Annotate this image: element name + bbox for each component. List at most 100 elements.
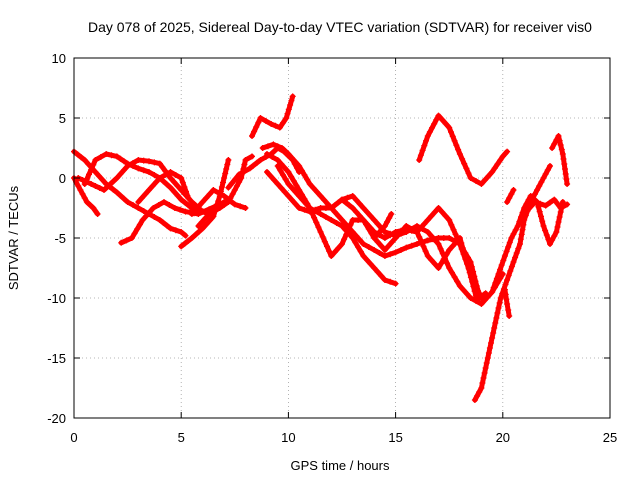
data-point-marker bbox=[454, 236, 461, 243]
data-point-marker bbox=[371, 265, 378, 271]
data-point-marker bbox=[474, 285, 481, 292]
data-point-marker bbox=[431, 120, 438, 127]
data-point-marker bbox=[417, 225, 424, 231]
data-point-marker bbox=[306, 208, 313, 215]
data-point-marker bbox=[504, 301, 511, 307]
data-point-marker bbox=[172, 227, 179, 234]
data-point-marker bbox=[426, 128, 433, 135]
data-point-marker bbox=[280, 172, 286, 178]
data-point-marker bbox=[206, 217, 213, 224]
data-point-marker bbox=[223, 166, 230, 172]
data-point-marker bbox=[486, 345, 493, 351]
data-point-marker bbox=[448, 269, 455, 276]
series-track-r bbox=[416, 112, 511, 187]
data-point-marker bbox=[118, 239, 125, 246]
data-point-marker bbox=[285, 106, 292, 113]
data-point-marker bbox=[518, 231, 525, 238]
data-point-marker bbox=[90, 205, 97, 211]
data-point-marker bbox=[521, 211, 528, 217]
data-point-marker bbox=[482, 290, 489, 297]
x-tick-label: 10 bbox=[281, 430, 295, 445]
data-point-marker bbox=[81, 195, 88, 201]
data-point-marker bbox=[227, 195, 234, 201]
data-point-marker bbox=[104, 184, 111, 190]
data-point-marker bbox=[504, 148, 511, 155]
data-point-marker bbox=[439, 250, 446, 257]
data-point-marker bbox=[424, 229, 431, 235]
data-point-marker bbox=[564, 201, 571, 208]
data-point-marker bbox=[392, 249, 399, 256]
data-point-marker bbox=[110, 186, 117, 193]
data-point-marker bbox=[554, 224, 561, 230]
data-point-marker bbox=[150, 205, 157, 211]
data-point-marker bbox=[139, 217, 146, 223]
data-point-marker bbox=[428, 233, 435, 239]
data-point-marker bbox=[185, 237, 192, 244]
data-point-marker bbox=[536, 208, 543, 215]
data-point-marker bbox=[229, 191, 236, 197]
data-point-marker bbox=[374, 221, 381, 227]
data-point-marker bbox=[117, 171, 124, 177]
data-point-marker bbox=[517, 241, 523, 247]
data-point-marker bbox=[92, 157, 99, 163]
data-point-marker bbox=[495, 305, 502, 311]
series-track-x bbox=[549, 133, 571, 187]
data-point-marker bbox=[506, 239, 513, 246]
data-point-marker bbox=[501, 253, 508, 259]
data-point-marker bbox=[267, 173, 274, 179]
data-point-marker bbox=[331, 209, 338, 215]
data-point-marker bbox=[381, 277, 388, 283]
data-point-marker bbox=[289, 185, 295, 191]
x-tick-label: 0 bbox=[70, 430, 77, 445]
data-point-marker bbox=[446, 235, 453, 241]
data-point-marker bbox=[502, 281, 509, 288]
data-point-marker bbox=[237, 203, 244, 210]
data-point-marker bbox=[96, 173, 102, 179]
data-point-marker bbox=[514, 223, 521, 229]
y-tick-label: -15 bbox=[47, 351, 66, 366]
data-point-marker bbox=[155, 202, 162, 208]
data-point-marker bbox=[333, 220, 340, 226]
data-point-marker bbox=[224, 161, 231, 168]
data-point-marker bbox=[221, 193, 228, 199]
data-point-marker bbox=[101, 187, 107, 193]
data-point-marker bbox=[206, 191, 213, 197]
data-point-marker bbox=[192, 231, 199, 238]
data-point-marker bbox=[506, 195, 513, 201]
data-point-marker bbox=[163, 181, 170, 188]
data-point-marker bbox=[233, 183, 240, 189]
data-point-marker bbox=[319, 233, 326, 240]
data-point-marker bbox=[171, 205, 178, 211]
data-point-marker bbox=[389, 239, 395, 245]
data-point-marker bbox=[117, 192, 124, 199]
series-track-v bbox=[504, 187, 517, 205]
data-point-marker bbox=[346, 202, 353, 209]
data-point-marker bbox=[517, 236, 524, 243]
data-point-marker bbox=[564, 181, 571, 187]
data-point-marker bbox=[494, 310, 501, 316]
data-point-marker bbox=[562, 166, 568, 172]
data-point-marker bbox=[163, 222, 170, 229]
data-point-marker bbox=[296, 205, 303, 211]
data-point-marker bbox=[103, 151, 110, 157]
data-point-marker bbox=[499, 153, 506, 160]
data-point-marker bbox=[344, 194, 351, 201]
data-point-marker bbox=[385, 243, 392, 249]
data-point-marker bbox=[203, 221, 210, 228]
data-point-marker bbox=[206, 211, 213, 217]
data-point-marker bbox=[474, 393, 481, 399]
data-point-marker bbox=[543, 232, 550, 238]
data-point-marker bbox=[211, 208, 218, 214]
series-track-k bbox=[249, 93, 296, 139]
data-point-marker bbox=[315, 224, 322, 231]
data-point-marker bbox=[195, 211, 202, 217]
data-point-marker bbox=[507, 268, 514, 274]
data-point-marker bbox=[181, 184, 188, 190]
data-point-marker bbox=[140, 167, 147, 174]
data-point-marker bbox=[450, 226, 457, 233]
data-point-marker bbox=[489, 169, 496, 175]
data-point-marker bbox=[146, 158, 152, 165]
data-point-marker bbox=[143, 213, 150, 219]
data-point-marker bbox=[495, 271, 502, 277]
data-point-marker bbox=[188, 235, 195, 241]
